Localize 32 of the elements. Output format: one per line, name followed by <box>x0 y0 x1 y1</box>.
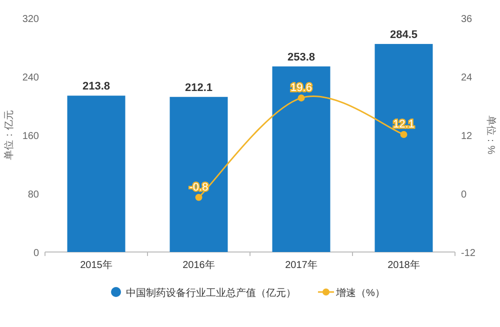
point <box>400 131 408 138</box>
data-label: 253.8 <box>287 51 316 64</box>
y2-tick-label: 0 <box>461 190 467 200</box>
y2-axis-title: 单位：% <box>485 116 497 155</box>
y2-tick-label: -12 <box>461 248 476 259</box>
y2-tick-label: 24 <box>461 72 473 84</box>
x-tick-label: 2018年 <box>388 259 420 271</box>
data-label: 213.8 <box>82 80 110 93</box>
y-tick-label: 320 <box>22 14 40 25</box>
data-label: -0.8 <box>189 181 208 194</box>
legend-label: 增速（%） <box>335 287 385 299</box>
x-tick-label: 2016年 <box>182 259 215 271</box>
bar <box>374 44 433 252</box>
x-tick-label: 2017年 <box>285 259 318 271</box>
bar <box>272 66 330 252</box>
y-tick-label: 240 <box>22 72 40 84</box>
legend-label: 中国制药设备行业工业总产值（亿元） <box>126 287 296 299</box>
y-tick-label: 160 <box>22 131 40 142</box>
y-axis-title: 单位：亿元 <box>3 110 15 160</box>
data-label: 12.1 <box>393 118 414 131</box>
y2-tick-label: 36 <box>461 14 473 25</box>
point <box>195 194 202 201</box>
bar <box>67 96 126 252</box>
data-label: 284.5 <box>390 28 418 41</box>
data-label: 212.1 <box>184 82 213 94</box>
bar <box>170 96 228 252</box>
y-tick-label: 80 <box>28 190 40 200</box>
data-label: 19.6 <box>290 82 312 94</box>
point <box>298 94 305 102</box>
y-tick-label: 0 <box>33 248 40 259</box>
x-tick-label: 2015年 <box>80 259 112 271</box>
y2-tick-label: 12 <box>461 131 473 142</box>
